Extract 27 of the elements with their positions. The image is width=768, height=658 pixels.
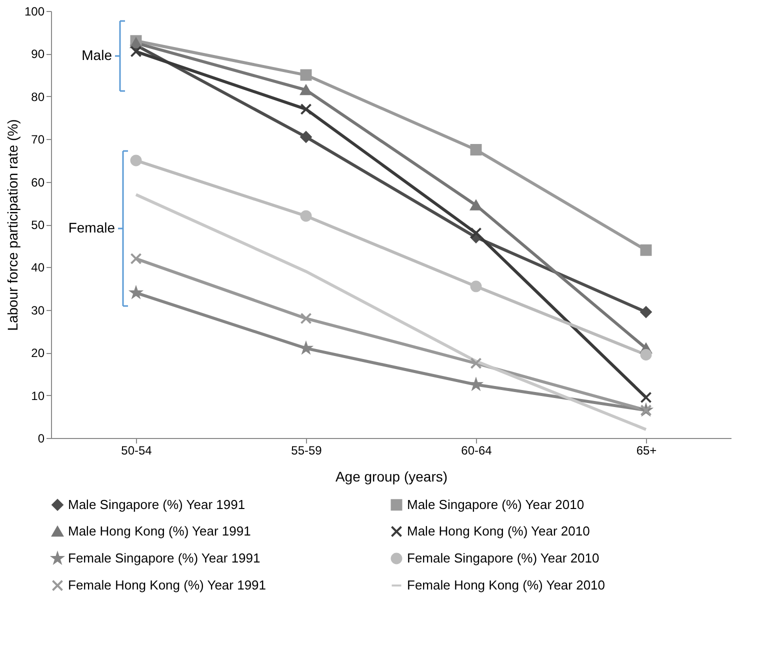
y-tick-label: 50 xyxy=(31,218,45,232)
legend-label: Male Singapore (%) Year 2010 xyxy=(407,496,584,512)
y-tick-label: 10 xyxy=(31,388,45,403)
legend-label: Male Hong Kong (%) Year 1991 xyxy=(68,524,251,538)
y-axis-title: Labour force participation rate (%) xyxy=(4,119,20,331)
x-tick-label: 55-59 xyxy=(291,444,322,458)
annotation: Female xyxy=(68,220,116,236)
y-tick-label: 30 xyxy=(31,303,45,318)
y-tick-label: 60 xyxy=(31,175,45,190)
legend-label: Female Singapore (%) Year 1991 xyxy=(68,550,260,566)
y-tick-label: 90 xyxy=(31,47,45,62)
y-tick-label: 80 xyxy=(31,90,45,104)
x-tick-label: 60-64 xyxy=(461,444,492,458)
y-tick-label: 40 xyxy=(31,260,45,275)
x-tick-label: 65+ xyxy=(636,444,657,458)
legend-label: Female Hong Kong (%) Year 2010 xyxy=(407,578,606,592)
legend-label: Female Hong Kong (%) Year 1991 xyxy=(68,578,266,592)
x-tick-label: 50-54 xyxy=(121,444,152,458)
x-axis-title: Age group (years) xyxy=(335,468,448,484)
y-tick-label: 100 xyxy=(24,4,45,18)
annotation: Male xyxy=(82,47,112,63)
y-tick-label: 70 xyxy=(31,132,45,147)
legend-label: Male Singapore (%) Year 1991 xyxy=(68,496,246,512)
y-tick-label: 0 xyxy=(38,432,45,446)
legend-label: Male Hong Kong (%) Year 2010 xyxy=(407,524,590,538)
y-tick-label: 20 xyxy=(31,346,45,360)
legend-label: Female Singapore (%) Year 2010 xyxy=(407,550,600,566)
